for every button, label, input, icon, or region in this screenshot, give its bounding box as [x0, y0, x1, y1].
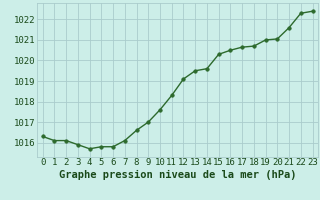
X-axis label: Graphe pression niveau de la mer (hPa): Graphe pression niveau de la mer (hPa): [59, 170, 296, 180]
